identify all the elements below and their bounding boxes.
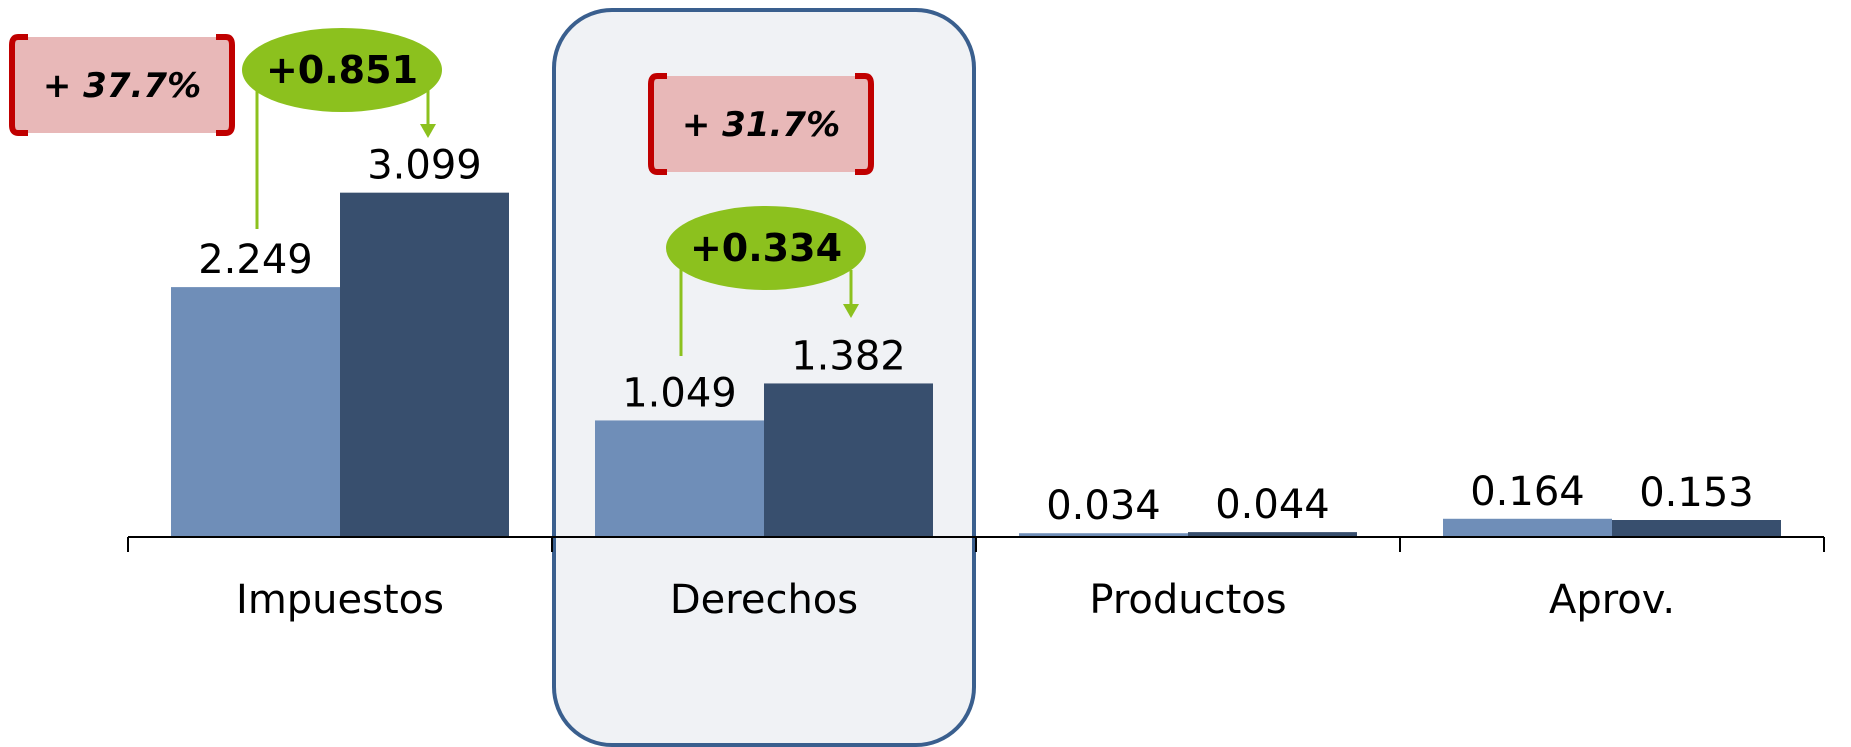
arrow-head-impuestos	[420, 124, 436, 138]
difference-ellipse-impuestos	[242, 28, 442, 112]
arrow-head-derechos	[843, 304, 859, 318]
bar-productos-2	[1188, 532, 1357, 537]
difference-text-derechos: +0.334	[690, 226, 842, 270]
percent-badge-impuestos	[12, 37, 232, 133]
bar-derechos-1	[595, 420, 764, 537]
value-label-aprov-2: 0.153	[1639, 470, 1754, 516]
bracket-left-impuestos	[9, 34, 28, 136]
derechos-highlight-box	[552, 8, 976, 747]
bars-group	[171, 192, 1781, 537]
difference-text-impuestos: +0.851	[266, 48, 418, 92]
category-label-derechos: Derechos	[670, 577, 858, 623]
bar-aprov-1	[1443, 518, 1612, 537]
x-axis	[127, 536, 1825, 552]
value-labels: 2.249 3.099 1.049 1.382 0.034 0.044 0.164 0.153	[198, 143, 1754, 530]
category-labels: Impuestos Derechos Productos Aprov.	[236, 577, 1675, 623]
bracket-right-impuestos	[216, 34, 235, 136]
category-label-productos: Productos	[1089, 577, 1286, 623]
difference-ellipse-derechos	[666, 206, 866, 290]
bar-impuestos-2	[340, 192, 509, 537]
value-label-impuestos-1: 2.249	[198, 237, 313, 283]
bar-productos-1	[1019, 533, 1188, 537]
value-label-derechos-1: 1.049	[622, 370, 737, 416]
value-label-derechos-2: 1.382	[791, 333, 906, 379]
value-label-impuestos-2: 3.099	[367, 143, 482, 189]
value-label-aprov-1: 0.164	[1470, 469, 1585, 515]
percent-badge-derechos	[651, 76, 871, 172]
category-label-aprov: Aprov.	[1549, 577, 1675, 623]
percent-text-impuestos: + 37.7%	[43, 66, 201, 106]
bracket-right-derechos	[855, 73, 874, 175]
bar-derechos-2	[764, 383, 933, 537]
value-label-productos-1: 0.034	[1046, 483, 1161, 529]
value-label-productos-2: 0.044	[1215, 482, 1330, 528]
bar-aprov-2	[1612, 520, 1781, 537]
category-label-impuestos: Impuestos	[236, 577, 444, 623]
bracket-left-derechos	[648, 73, 667, 175]
annotations: + 37.7% +0.851 + 31.7% +0.334	[9, 28, 874, 356]
percent-text-derechos: + 31.7%	[682, 105, 840, 145]
bar-impuestos-1	[171, 287, 340, 537]
